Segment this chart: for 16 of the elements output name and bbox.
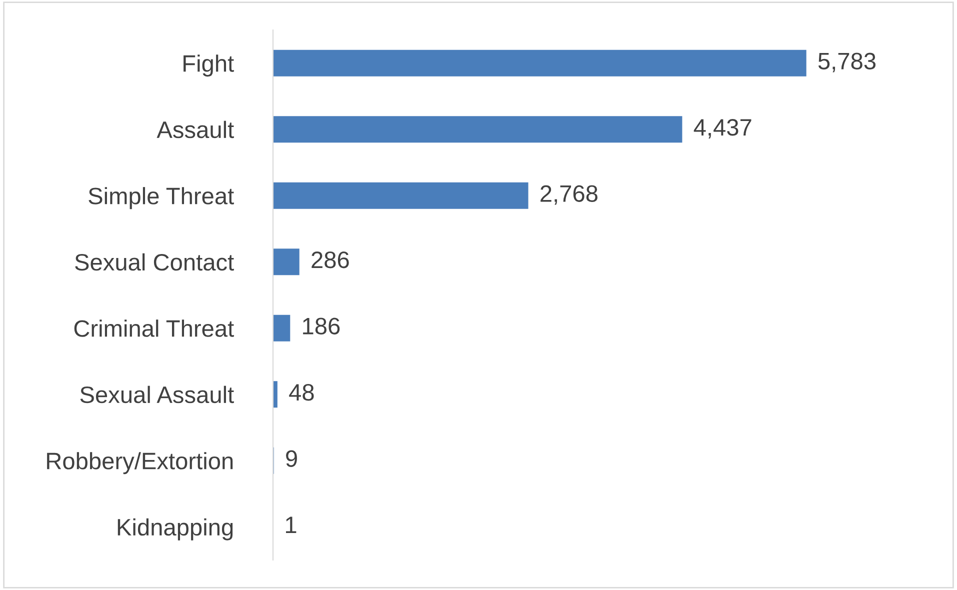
- data-label: 9: [286, 450, 297, 467]
- data-label: 48: [289, 384, 314, 401]
- y-tick-label: Criminal Threat: [74, 320, 234, 337]
- y-tick-label: Assault: [156, 120, 234, 138]
- y-tick-label: Simple Threat: [88, 187, 234, 210]
- y-tick-label: Sexual Contact: [75, 253, 234, 271]
- data-label: 4,437: [694, 118, 752, 138]
- data-label: 186: [303, 318, 340, 334]
- y-tick-label: Robbery/Extortion: [47, 452, 233, 474]
- data-label: 286: [312, 251, 349, 268]
- data-label: 1: [286, 516, 296, 533]
- y-tick-label: Sexual Assault: [80, 386, 234, 404]
- data-label: 5,783: [818, 52, 876, 72]
- y-tick-label: Fight: [184, 54, 234, 77]
- data-label: 2,768: [540, 185, 598, 205]
- y-tick-label: Kidnapping: [118, 518, 233, 540]
